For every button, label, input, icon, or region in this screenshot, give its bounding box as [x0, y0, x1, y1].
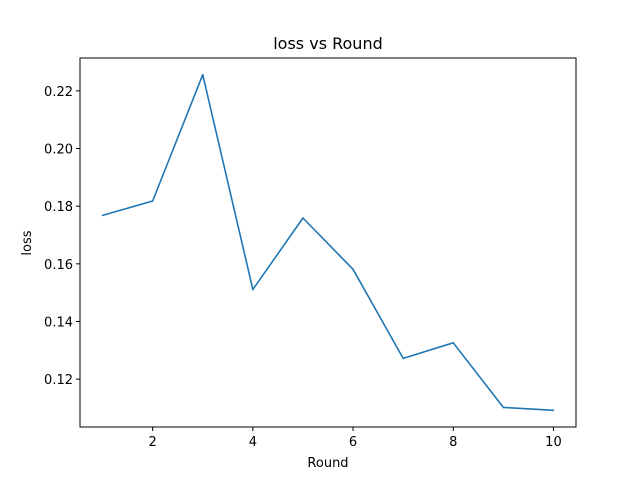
- data-point: [452, 342, 455, 344]
- y-axis-ticks: 0.12 0.14 0.16 0.18 0.20 0.22: [44, 85, 80, 388]
- x-axis-label: Round: [307, 456, 348, 471]
- data-point: [402, 357, 404, 360]
- chart-title: loss vs Round: [273, 34, 383, 53]
- data-point: [201, 73, 204, 76]
- y-tick-label: 0.12: [44, 373, 73, 388]
- x-tick-label: 6: [349, 435, 357, 450]
- data-point: [352, 268, 354, 271]
- loss-series-line: [102, 73, 554, 412]
- x-tick-label: 2: [149, 435, 157, 450]
- y-tick-label: 0.14: [44, 315, 73, 330]
- data-point: [252, 288, 254, 291]
- data-point: [552, 409, 555, 412]
- x-tick-label: 8: [449, 435, 457, 450]
- y-tick-label: 0.16: [44, 258, 73, 273]
- y-axis-label: loss: [20, 230, 35, 255]
- data-point: [302, 217, 304, 219]
- x-axis-ticks: 2 4 6 8 10: [149, 427, 562, 450]
- data-point: [502, 406, 505, 409]
- data-point: [151, 200, 154, 202]
- y-tick-label: 0.22: [44, 85, 73, 100]
- plot-area-frame: [79, 57, 577, 428]
- x-tick-label: 4: [249, 435, 257, 450]
- x-tick-label: 10: [545, 435, 562, 450]
- series-group: [101, 73, 555, 412]
- y-tick-label: 0.18: [44, 200, 73, 215]
- data-point: [101, 214, 104, 217]
- y-tick-label: 0.20: [44, 143, 73, 158]
